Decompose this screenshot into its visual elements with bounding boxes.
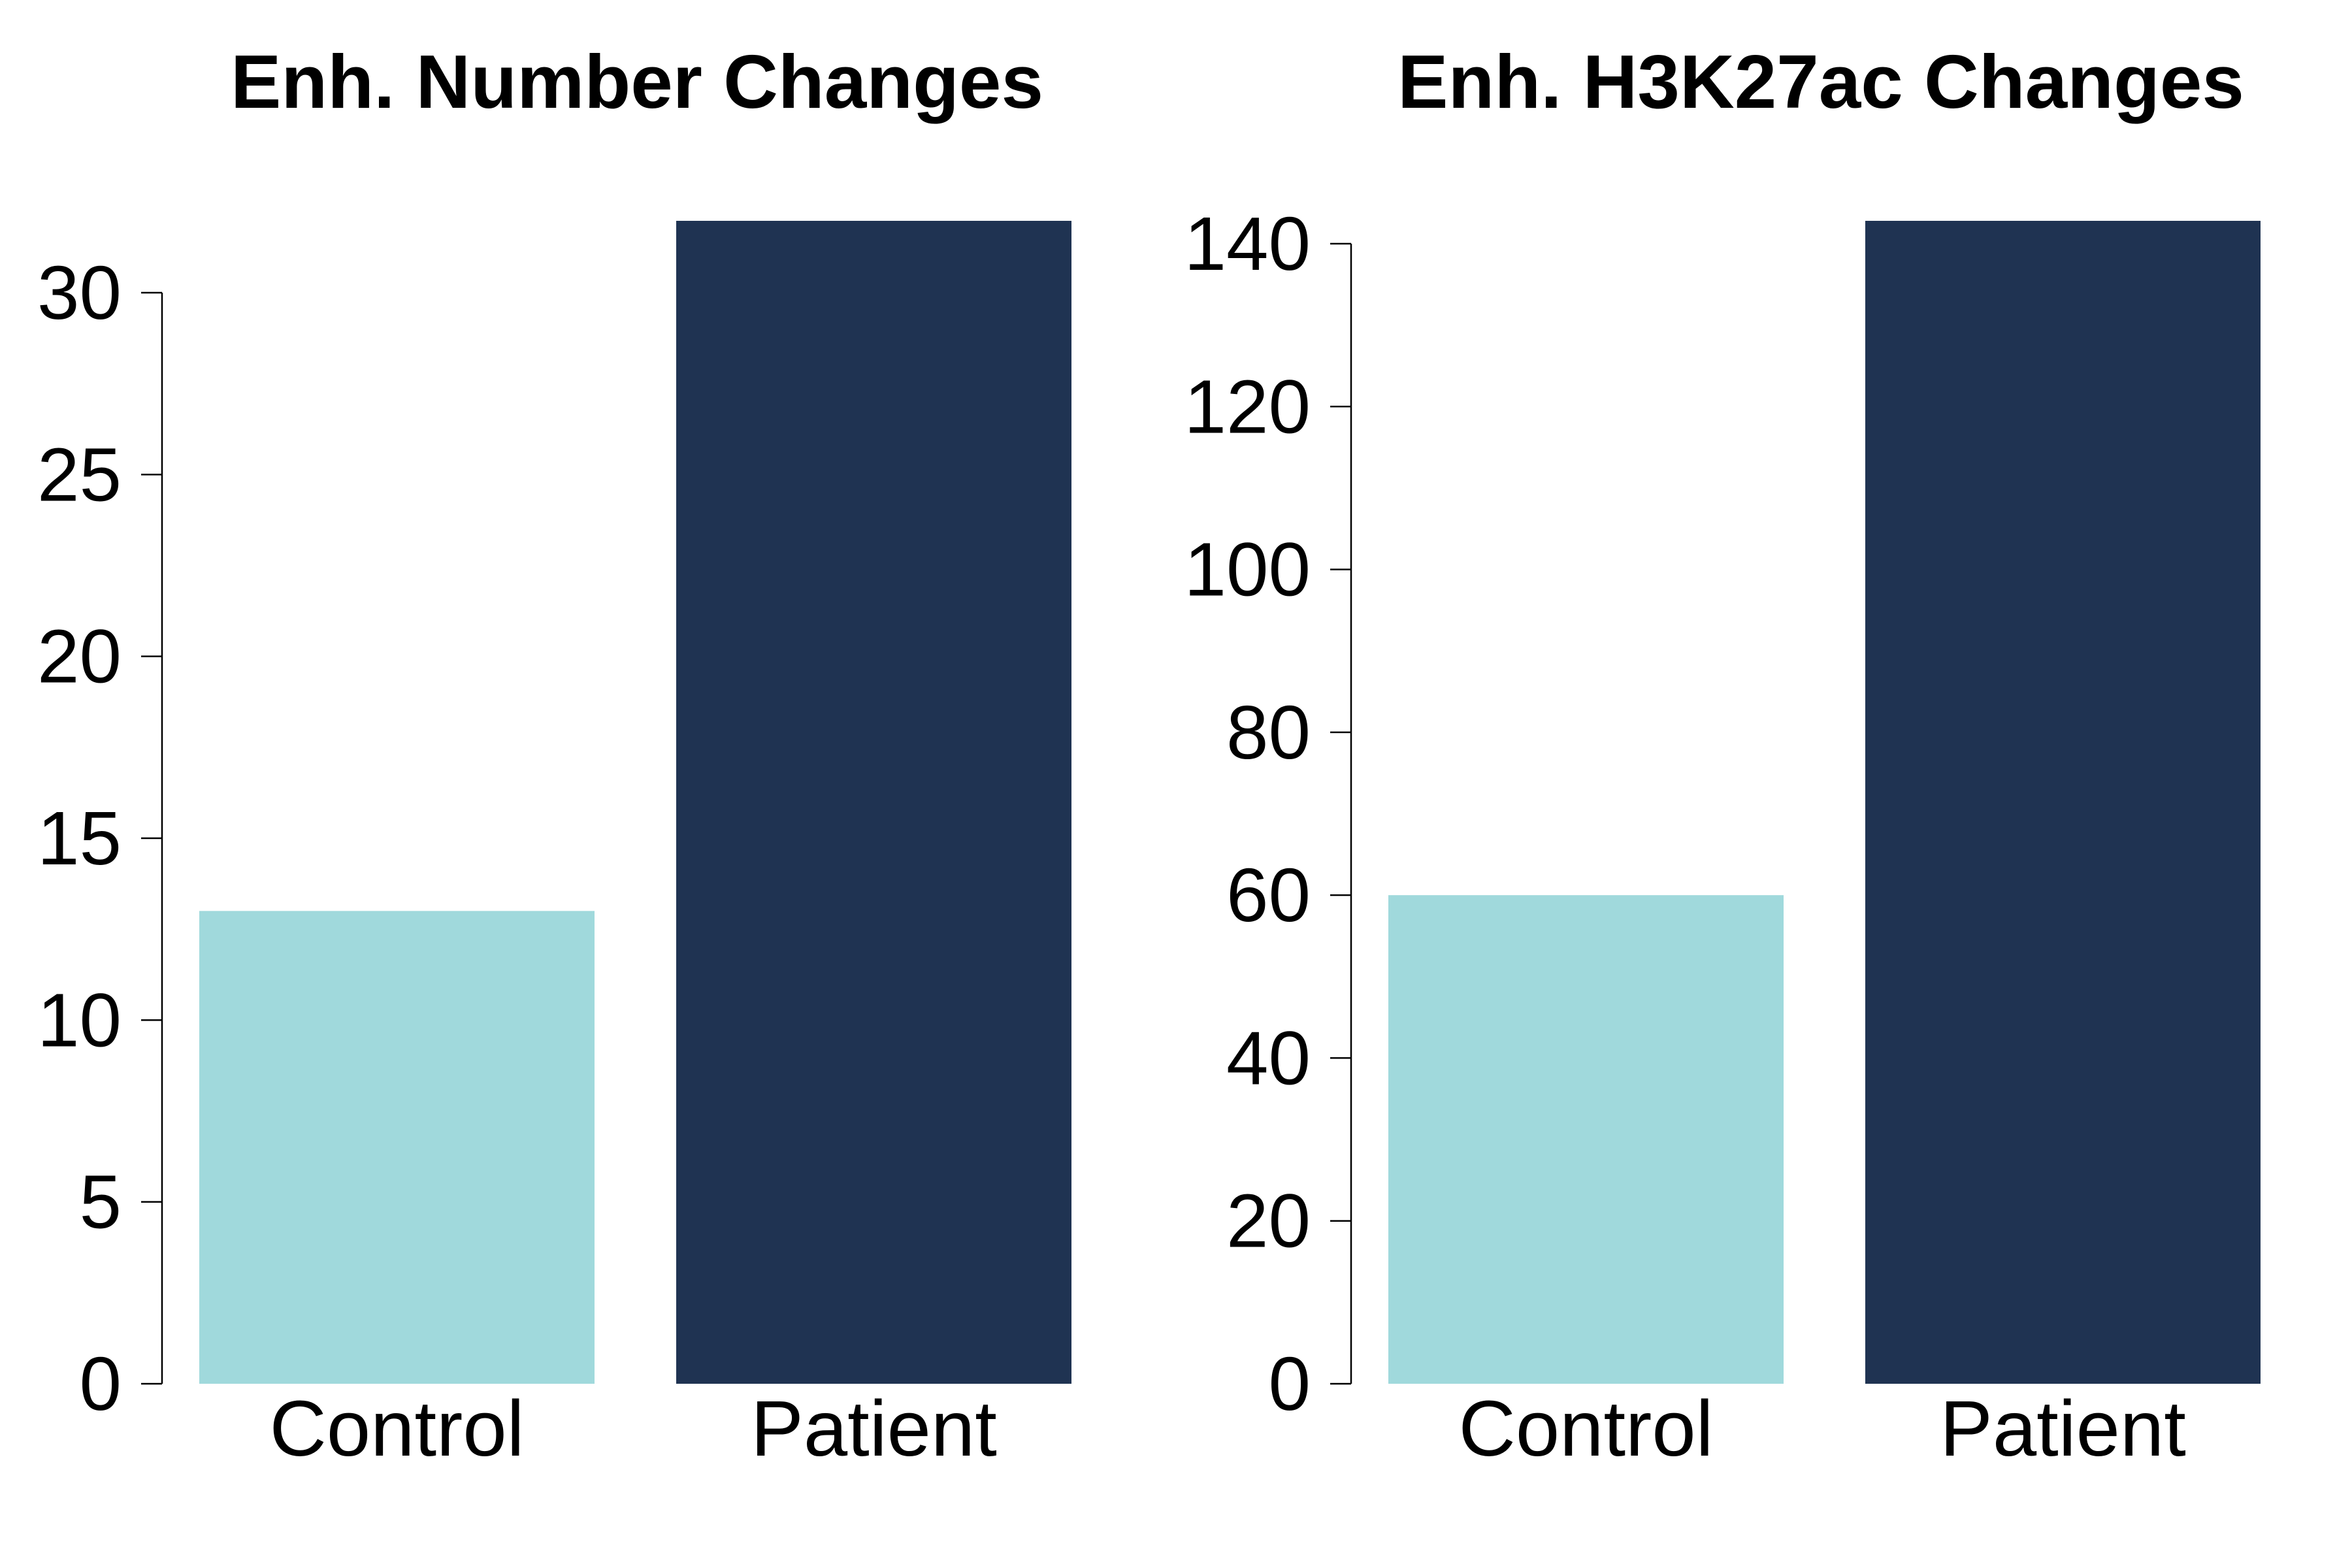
bar-control xyxy=(199,911,595,1384)
chart-title: Enh. H3K27ac Changes xyxy=(1397,39,2244,124)
bar-patient xyxy=(1865,221,2261,1384)
y-tick-label: 20 xyxy=(1226,1179,1311,1264)
category-label-control: Control xyxy=(1458,1384,1713,1473)
y-tick-label: 140 xyxy=(1184,201,1311,286)
chart-enh-number-changes: Enh. Number Changes Control Patient 0 5 10 15… xyxy=(37,39,1071,1473)
y-tick-label: 60 xyxy=(1226,853,1311,938)
category-label-control: Control xyxy=(269,1384,524,1473)
y-tick-label: 0 xyxy=(79,1341,122,1426)
y-tick-label: 10 xyxy=(37,977,122,1062)
y-tick-label: 120 xyxy=(1184,364,1311,449)
y-tick-label: 20 xyxy=(37,614,122,699)
chart-enh-h3k27ac-changes: Enh. H3K27ac Changes Control Patient 0 20 40… xyxy=(1184,39,2261,1473)
chart-title: Enh. Number Changes xyxy=(231,39,1043,124)
bar-control xyxy=(1388,895,1784,1384)
y-tick-label: 40 xyxy=(1226,1015,1311,1100)
y-tick-label: 80 xyxy=(1226,690,1311,775)
bar-patient xyxy=(676,221,1071,1384)
y-tick-label: 100 xyxy=(1184,527,1311,612)
y-tick-label: 5 xyxy=(79,1160,122,1245)
y-tick-label: 25 xyxy=(37,432,122,517)
category-label-patient: Patient xyxy=(1940,1384,2186,1473)
y-tick-label: 0 xyxy=(1268,1341,1311,1426)
y-tick-label: 30 xyxy=(37,250,122,335)
y-tick-label: 15 xyxy=(37,796,122,881)
category-label-patient: Patient xyxy=(751,1384,997,1473)
